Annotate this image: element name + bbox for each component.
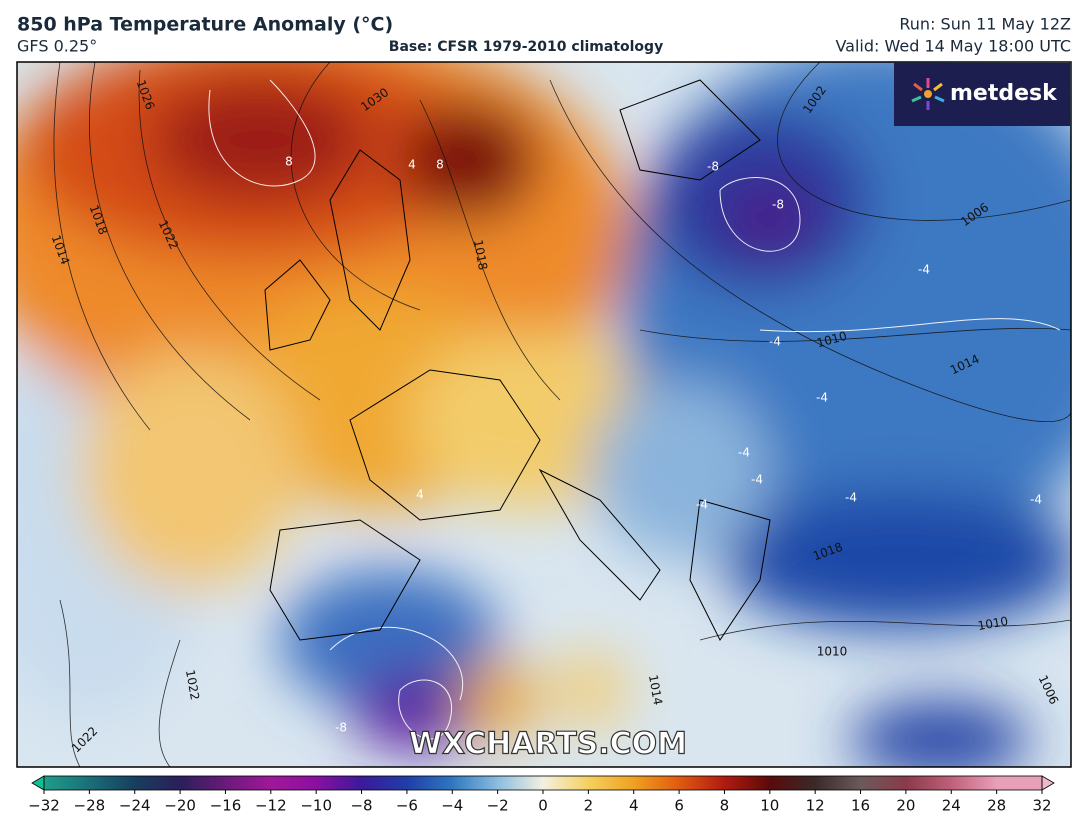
anomaly-label: 4 xyxy=(408,158,416,172)
colorbar-tick-label: 4 xyxy=(629,797,639,815)
colorbar-tick-label: −32 xyxy=(28,797,60,815)
colorbar-end xyxy=(1041,775,1055,791)
anomaly-label: -4 xyxy=(1030,493,1042,507)
map-frame xyxy=(16,61,1072,768)
colorbar-tick-label: 10 xyxy=(760,797,779,815)
colorbar-tick-label: −10 xyxy=(300,797,332,815)
colorbar-segment xyxy=(225,776,272,790)
colorbar-tick-label: 24 xyxy=(942,797,961,815)
anomaly-label: 8 xyxy=(285,155,293,169)
colorbar-segment xyxy=(134,776,181,790)
anomaly-label: -4 xyxy=(738,446,750,460)
colorbar-segment xyxy=(769,776,816,790)
anomaly-label: -8 xyxy=(772,198,784,212)
anomaly-label: 4 xyxy=(416,488,424,502)
colorbar-tick-label: 20 xyxy=(896,797,915,815)
model: GFS 0.25° xyxy=(17,37,97,56)
colorbar-segment xyxy=(180,776,226,790)
colorbar-segment xyxy=(588,776,635,790)
colorbar-tick-label: −4 xyxy=(441,797,463,815)
colorbar-segment xyxy=(89,776,136,790)
map xyxy=(17,62,1071,767)
colorbar-segment xyxy=(679,776,725,790)
colorbar-tick-label: −24 xyxy=(119,797,151,815)
colorbar-tick-label: −28 xyxy=(74,797,106,815)
anomaly-label: -4 xyxy=(769,335,781,349)
colorbar-segment xyxy=(951,776,998,790)
anomaly-label: -4 xyxy=(816,391,828,405)
colorbar-tick-label: −12 xyxy=(255,797,287,815)
colorbar-tick-label: −16 xyxy=(210,797,242,815)
colorbar-tick-label: 6 xyxy=(674,797,684,815)
anomaly-label: 8 xyxy=(436,158,444,172)
base-note: Base: CFSR 1979-2010 climatology xyxy=(389,39,663,55)
colorbar-segment xyxy=(316,776,363,790)
isobar-label: 1014 xyxy=(646,674,665,707)
colorbar-segment xyxy=(815,776,862,790)
colorbar-segment xyxy=(497,776,544,790)
isobar-label: 1010 xyxy=(977,614,1010,633)
isobar-label: 1010 xyxy=(817,645,848,659)
colorbar-tick-label: 2 xyxy=(584,797,594,815)
colorbar-tick-label: 8 xyxy=(720,797,730,815)
colorbar-segment xyxy=(406,776,453,790)
colorbar-segment xyxy=(452,776,499,790)
logo: metdesk xyxy=(894,63,1070,126)
run-time: Run: Sun 11 May 12Z xyxy=(899,15,1071,34)
colorbar-segment xyxy=(860,776,907,790)
colorbar-tick-label: 32 xyxy=(1032,797,1051,815)
anomaly-label: -4 xyxy=(918,263,930,277)
colorbar-segment xyxy=(361,776,408,790)
colorbar-segment xyxy=(44,776,90,790)
colorbar-segment xyxy=(905,776,952,790)
anomaly-label: -4 xyxy=(845,491,857,505)
colorbar-segment xyxy=(724,776,771,790)
colorbar-tick-label: 12 xyxy=(806,797,825,815)
colorbar-tick-label: −8 xyxy=(350,797,372,815)
colorbar-end xyxy=(31,775,45,791)
colorbar-segment xyxy=(543,776,589,790)
colorbar-tick-label: −2 xyxy=(487,797,509,815)
colorbar-tick-label: 16 xyxy=(851,797,870,815)
anomaly-label: -4 xyxy=(696,498,708,512)
colorbar-tick-label: 28 xyxy=(987,797,1006,815)
watermark: WXCHARTS.COM xyxy=(409,727,687,762)
title: 850 hPa Temperature Anomaly (°C) xyxy=(17,14,393,36)
colorbar-segment xyxy=(996,776,1043,790)
isobar-label: 1022 xyxy=(183,669,202,702)
anomaly-label: -8 xyxy=(335,721,347,735)
isobar-label: 1018 xyxy=(471,239,490,272)
colorbar-tick-label: −20 xyxy=(164,797,196,815)
colorbar-segment xyxy=(270,776,317,790)
colorbar: −32 −28 −24 −20 −16 −12 −10 −8 −6 −4 −2 0 2 4 6 8 10 12 16… xyxy=(28,775,1055,815)
anomaly-label: -8 xyxy=(707,160,719,174)
valid-time: Valid: Wed 14 May 18:00 UTC xyxy=(835,37,1071,56)
logo-text: metdesk xyxy=(950,81,1058,106)
colorbar-tick-label: −6 xyxy=(396,797,418,815)
colorbar-segment xyxy=(633,776,680,790)
anomaly-label: -4 xyxy=(751,473,763,487)
colorbar-tick-label: 0 xyxy=(538,797,548,815)
